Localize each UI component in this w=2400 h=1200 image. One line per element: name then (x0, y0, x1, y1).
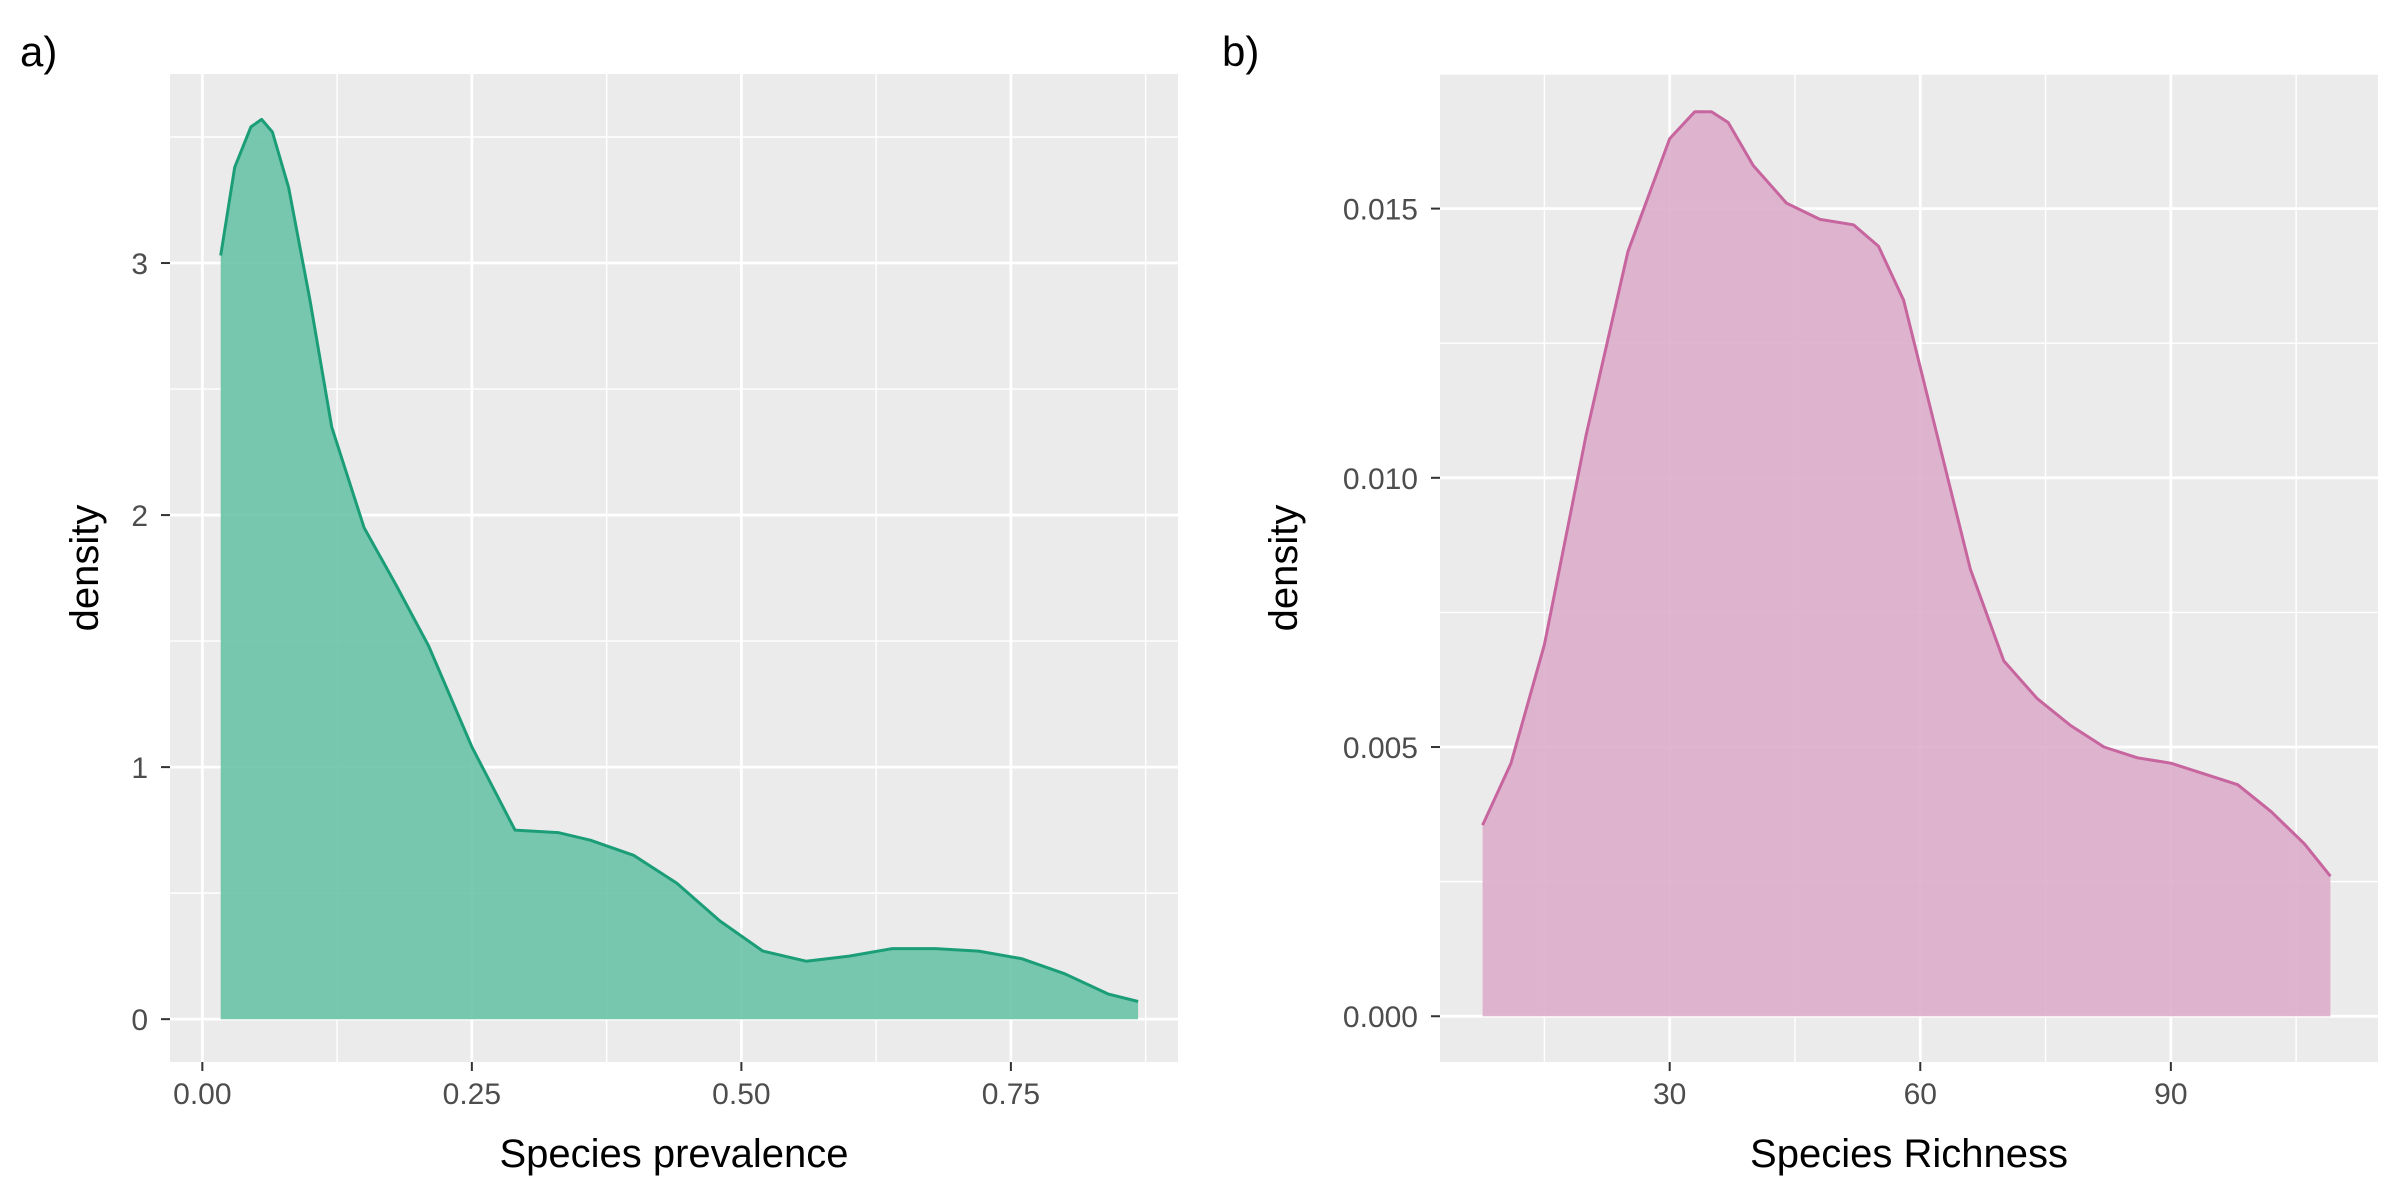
x-axis-title: Species prevalence (499, 1132, 848, 1176)
density-curve (1481, 110, 2332, 878)
panel-label: b) (1222, 28, 1259, 75)
density-area (220, 119, 1139, 1020)
y-tick-label: 2 (131, 500, 148, 533)
y-tick-label: 3 (131, 248, 148, 281)
y-axis-title: density (1262, 505, 1306, 632)
panel-a: 0.00 0.25 0.50 0.75 0 1 2 3 Species prevalence de… (20, 28, 1178, 1176)
y-axis-title: density (63, 505, 107, 632)
panel-b: 30 60 90 0.000 0.005 0.010 0.015 Species Richne… (1222, 28, 2378, 1176)
x-tick-label: 0.00 (173, 1078, 231, 1111)
y-tick-label: 0.015 (1343, 194, 1418, 227)
density-area (1482, 111, 2331, 1017)
x-axis-title: Species Richness (1750, 1132, 2068, 1176)
y-tick-label: 1 (131, 752, 148, 785)
y-tick-label: 0 (131, 1004, 148, 1037)
x-tick-label: 0.50 (712, 1078, 770, 1111)
x-tick-label: 60 (1904, 1078, 1937, 1111)
x-tick-label: 0.75 (982, 1078, 1040, 1111)
y-tick-label: 0.005 (1343, 732, 1418, 765)
panel-label: a) (20, 28, 57, 75)
x-tick-label: 90 (2154, 1078, 2187, 1111)
density-curve (219, 117, 1139, 1003)
x-tick-label: 0.25 (443, 1078, 501, 1111)
x-tick-label: 30 (1653, 1078, 1686, 1111)
y-tick-label: 0.010 (1343, 463, 1418, 496)
y-tick-label: 0.000 (1343, 1001, 1418, 1034)
